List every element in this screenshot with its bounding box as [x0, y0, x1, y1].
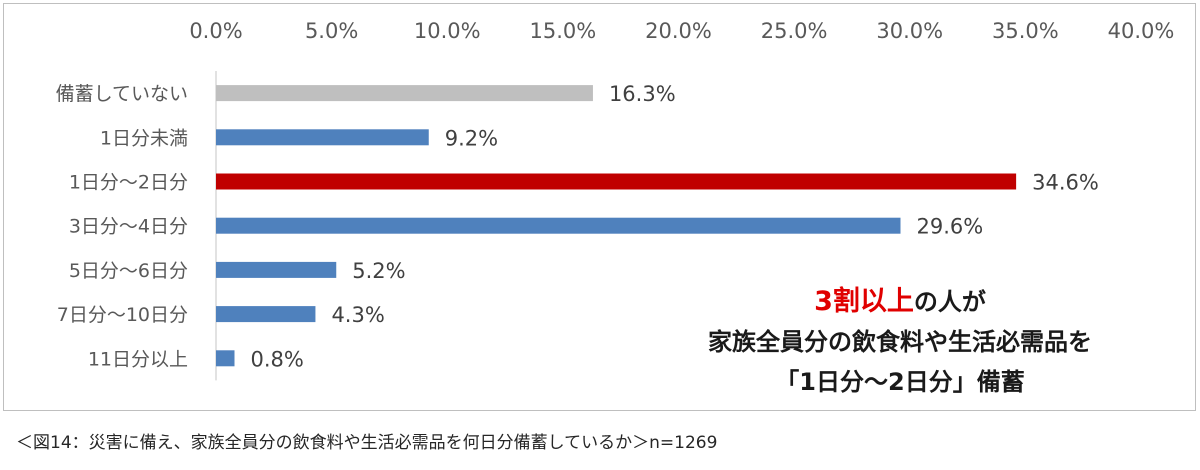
bar	[216, 306, 316, 323]
x-tick-label: 5.0%	[305, 19, 358, 43]
bar-chart: 0.0% 5.0% 10.0% 15.0% 20.0% 25.0% 30.0% 35.0% 40…	[56, 19, 1174, 381]
x-tick-label: 15.0%	[530, 19, 597, 43]
x-tick-label: 30.0%	[876, 19, 943, 43]
data-label: 0.8%	[251, 347, 304, 371]
bar	[216, 350, 235, 367]
x-tick-label: 25.0%	[761, 19, 828, 43]
bar	[216, 129, 429, 146]
callout-highlight: 3割以上	[814, 286, 914, 317]
category-label: 7日分～10日分	[57, 304, 188, 326]
bar	[216, 217, 901, 234]
x-tick-label: 20.0%	[645, 19, 712, 43]
x-axis-ticks: 0.0% 5.0% 10.0% 15.0% 20.0% 25.0% 30.0% 35.0% 40…	[189, 19, 1174, 43]
callout-line-1-rest: の人が	[913, 288, 986, 316]
bar	[216, 85, 593, 102]
category-label: 備蓄していない	[56, 83, 188, 105]
figure-caption: ＜図14：災害に備え、家族全員分の飲食料や生活必需品を何日分備蓄しているか＞n=…	[16, 433, 718, 453]
category-label: 3日分～4日分	[69, 216, 188, 238]
data-label: 34.6%	[1032, 171, 1099, 195]
bar	[216, 261, 337, 278]
data-label: 16.3%	[609, 82, 676, 106]
x-tick-label: 0.0%	[189, 19, 242, 43]
callout-line-3: 「1日分～2日分」備蓄	[775, 368, 1025, 396]
callout-line-1: 3割以上の人が	[640, 282, 1160, 322]
callout-text: 3割以上の人が 家族全員分の飲食料や生活必需品を 「1日分～2日分」備蓄	[640, 282, 1160, 402]
category-label: 5日分～6日分	[69, 260, 188, 282]
category-label: 1日分～2日分	[69, 172, 188, 194]
category-label: 1日分未満	[100, 127, 188, 149]
x-tick-label: 10.0%	[414, 19, 481, 43]
data-label: 4.3%	[331, 303, 384, 327]
x-tick-label: 35.0%	[992, 19, 1059, 43]
data-label: 5.2%	[352, 259, 405, 283]
data-label: 9.2%	[445, 126, 498, 150]
data-label: 29.6%	[917, 215, 984, 239]
category-label: 11日分以上	[88, 348, 188, 370]
callout-line-2: 家族全員分の飲食料や生活必需品を	[708, 328, 1092, 356]
bars: 備蓄していない 16.3% 1日分未満 9.2% 1日分～2日分 34.6% 3日分～4日分…	[56, 82, 1099, 371]
bar	[216, 173, 1017, 190]
x-tick-label: 40.0%	[1108, 19, 1175, 43]
chart-frame	[3, 3, 1196, 411]
